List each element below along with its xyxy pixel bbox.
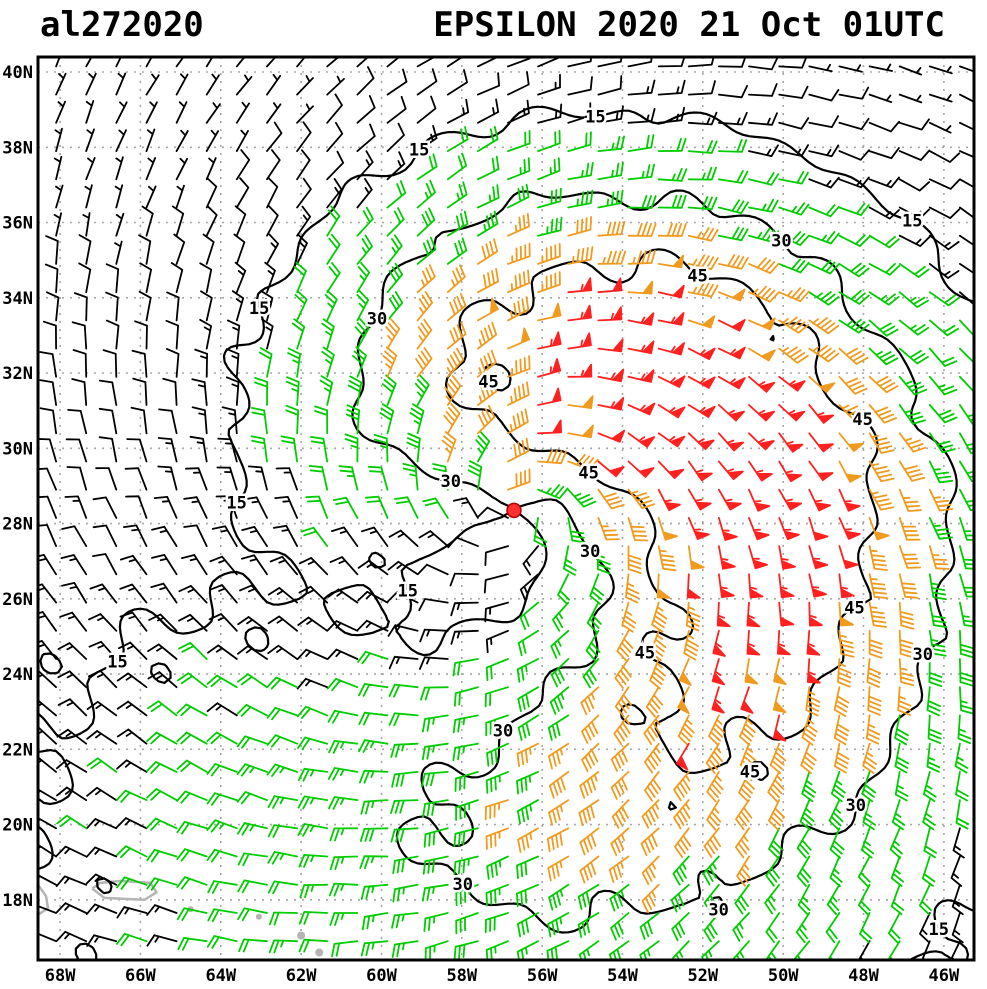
lat-tick-label: 40N <box>2 63 33 83</box>
wind-barbs-moderate <box>56 126 974 960</box>
lon-tick-label: 54W <box>607 966 638 986</box>
lat-tick-label: 20N <box>2 816 33 836</box>
lat-tick-label: 36N <box>2 214 33 234</box>
lat-tick-label: 22N <box>2 740 33 760</box>
wind-barbs-weak <box>38 57 974 960</box>
storm-center-dot <box>506 502 522 519</box>
contour-label: 15 <box>249 299 269 319</box>
lat-tick-label: 24N <box>2 665 33 685</box>
lon-tick-label: 62W <box>286 966 317 986</box>
coastline-hispaniola-east-tip <box>38 884 50 916</box>
contour-label: 15 <box>902 212 922 232</box>
page-title: EPSILON 2020 21 Oct 01UTC <box>433 5 945 45</box>
contour-label: 15 <box>397 581 417 601</box>
lat-tick-label: 28N <box>2 515 33 535</box>
contour-label: 15 <box>585 108 605 128</box>
contour-label: 45 <box>635 643 655 663</box>
lon-tick-label: 68W <box>45 966 76 986</box>
contour-label: 30 <box>493 721 513 741</box>
contour-label: 15 <box>928 920 948 940</box>
coastline-island <box>297 931 306 940</box>
lon-tick-label: 64W <box>205 966 236 986</box>
coastline-island <box>255 913 262 920</box>
contour-label: 30 <box>708 900 728 920</box>
title-bar: al272020 EPSILON 2020 21 Oct 01UTC <box>40 2 945 48</box>
contour-label: 15 <box>226 494 246 514</box>
contour-label: 45 <box>578 463 598 483</box>
contour-label: 30 <box>580 542 600 562</box>
lon-tick-label: 56W <box>527 966 558 986</box>
lat-tick-label: 32N <box>2 364 33 384</box>
storm-id: al272020 <box>40 5 204 45</box>
lon-tick-label: 50W <box>768 966 799 986</box>
lon-tick-label: 58W <box>446 966 477 986</box>
contour-label: 30 <box>452 875 472 895</box>
contour-label: 45 <box>740 763 760 783</box>
contour-label: 45 <box>852 410 872 430</box>
map-border <box>36 55 976 962</box>
contour-label: 30 <box>367 310 387 330</box>
contour-label: 45 <box>687 267 707 287</box>
lon-tick-label: 46W <box>929 966 960 986</box>
lat-tick-label: 38N <box>2 138 33 158</box>
wind-barbs-strong <box>382 212 954 914</box>
wind-barbs-extreme <box>537 277 861 771</box>
coastlines <box>38 879 324 957</box>
contour-label: 45 <box>478 372 498 392</box>
contour-label: 15 <box>409 141 429 161</box>
wind-barbs <box>38 57 974 960</box>
contour-label: 45 <box>844 599 864 619</box>
contour-label: 15 <box>107 653 127 673</box>
map-content: 15 15 15 15 15 15 15 15 30 30 30 30 30 30 30 30 30 45 45 45… <box>38 57 974 960</box>
lat-tick-label: 18N <box>2 891 33 911</box>
lat-tick-label: 30N <box>2 439 33 459</box>
axis-labels: 68W 66W 64W 62W 60W 58W 56W 54W 52W 50W 48W 46W 18N 2… <box>2 63 960 986</box>
lon-tick-label: 52W <box>687 966 718 986</box>
contour-label: 30 <box>771 231 791 251</box>
lat-tick-label: 34N <box>2 289 33 309</box>
grid-lines <box>38 57 974 960</box>
coastline-island <box>315 948 324 957</box>
contour-label: 30 <box>912 645 932 665</box>
lat-tick-label: 26N <box>2 590 33 610</box>
lon-tick-label: 66W <box>125 966 156 986</box>
lon-tick-label: 48W <box>848 966 879 986</box>
contour-label: 30 <box>441 472 461 492</box>
lon-tick-label: 60W <box>366 966 397 986</box>
contour-labels: 15 15 15 15 15 15 15 15 30 30 30 30 30 30 30 30 30 45 45 45… <box>105 105 952 943</box>
contour-label: 30 <box>846 796 866 816</box>
